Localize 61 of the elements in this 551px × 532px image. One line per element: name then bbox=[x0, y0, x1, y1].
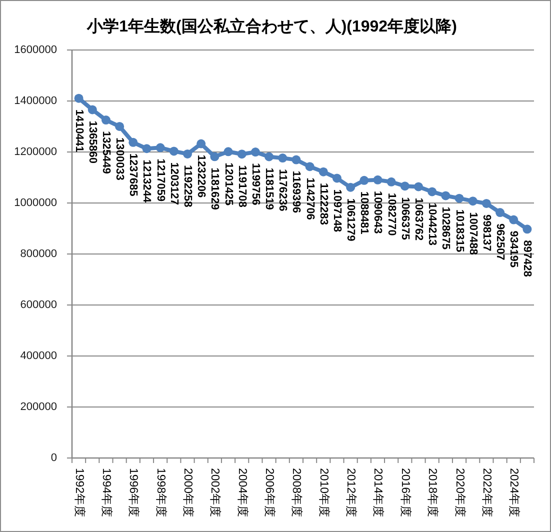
y-tick-label: 800000 bbox=[20, 248, 57, 260]
x-tick-label: 2010年度 bbox=[317, 468, 330, 518]
y-tick-label: 400000 bbox=[20, 350, 57, 362]
data-label: 934195 bbox=[508, 230, 520, 268]
data-label: 1007488 bbox=[466, 212, 479, 255]
data-label: 1191708 bbox=[236, 165, 248, 208]
data-label: 1181519 bbox=[263, 168, 276, 210]
data-label: 1300033 bbox=[114, 138, 126, 180]
data-label: 1217059 bbox=[154, 158, 166, 202]
data-label: 962507 bbox=[494, 224, 506, 260]
data-label: 1365860 bbox=[86, 120, 98, 164]
x-tick-label: 2016年度 bbox=[398, 468, 411, 518]
x-tick-label: 1996年度 bbox=[127, 468, 140, 518]
data-label: 1044213 bbox=[426, 202, 438, 246]
data-label: 1169396 bbox=[290, 170, 302, 214]
data-label: 1213244 bbox=[140, 160, 153, 202]
data-label: 1088481 bbox=[358, 191, 370, 234]
data-label: 1061279 bbox=[344, 198, 357, 242]
y-tick-label: 1000000 bbox=[14, 197, 57, 209]
x-tick-label: 2004年度 bbox=[236, 468, 248, 518]
data-label: 897428 bbox=[521, 240, 534, 277]
data-label: 1201425 bbox=[222, 162, 234, 206]
data-label: 1097148 bbox=[330, 189, 343, 232]
x-tick-label: 2000年度 bbox=[182, 468, 194, 518]
x-tick-label: 1992年度 bbox=[72, 468, 85, 518]
x-tick-label: 1998年度 bbox=[154, 468, 166, 518]
x-tick-label: 2024年度 bbox=[508, 468, 520, 518]
data-label: 1090643 bbox=[372, 190, 384, 234]
x-tick-label: 2022年度 bbox=[480, 468, 492, 518]
y-tick-label: 600000 bbox=[20, 299, 57, 311]
x-tick-label: 1994年度 bbox=[100, 468, 112, 518]
data-label: 1192258 bbox=[182, 164, 194, 208]
y-tick-label: 1600000 bbox=[14, 44, 57, 56]
x-tick-label: 2006年度 bbox=[263, 468, 276, 518]
data-label: 1237685 bbox=[127, 153, 140, 196]
data-label: 1028675 bbox=[440, 206, 452, 250]
x-tick-label: 2002年度 bbox=[208, 468, 221, 518]
x-tick-label: 2014年度 bbox=[372, 468, 384, 518]
x-tick-label: 2012年度 bbox=[344, 468, 357, 518]
y-tick-label: 0 bbox=[50, 452, 57, 464]
data-label: 1122283 bbox=[317, 182, 330, 226]
data-label: 1181629 bbox=[208, 168, 221, 210]
data-label: 1203127 bbox=[168, 162, 180, 206]
data-label: 1082770 bbox=[385, 192, 398, 236]
y-tick-label: 1400000 bbox=[14, 95, 57, 107]
data-label: 1325449 bbox=[100, 131, 112, 174]
data-label: 998137 bbox=[480, 214, 492, 252]
data-label: 1066375 bbox=[398, 197, 411, 240]
data-label: 1176236 bbox=[276, 169, 289, 212]
y-tick-label: 200000 bbox=[20, 401, 57, 413]
x-tick-label: 2008年度 bbox=[290, 468, 302, 518]
y-tick-label: 1200000 bbox=[14, 146, 57, 158]
data-label: 1232206 bbox=[195, 154, 208, 198]
data-label: 1142706 bbox=[304, 178, 316, 220]
title: 小学1年生数(国公私立合わせて、人)(1992年度以降) bbox=[87, 18, 457, 36]
x-tick-label: 2018年度 bbox=[426, 468, 438, 518]
data-label: 1410441 bbox=[72, 109, 85, 152]
data-label: 1063762 bbox=[412, 198, 424, 241]
data-label: 1199756 bbox=[249, 163, 262, 206]
data-label: 1018315 bbox=[453, 209, 466, 252]
x-tick-label: 2020年度 bbox=[453, 468, 466, 518]
